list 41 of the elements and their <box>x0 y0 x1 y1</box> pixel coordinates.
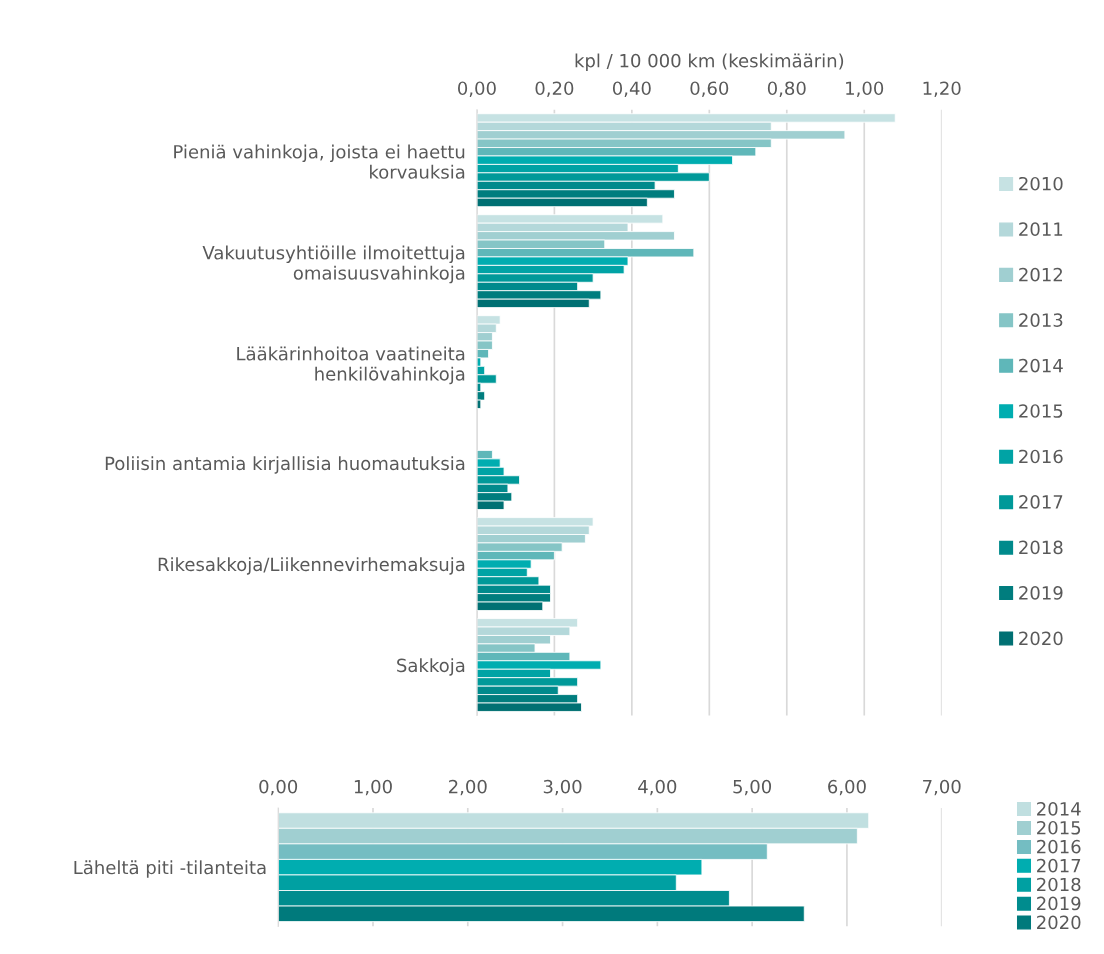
legend-label: 2013 <box>1019 313 1063 327</box>
legend-label: 2017 <box>1037 858 1081 873</box>
x-tick-label: 1,20 <box>923 81 961 97</box>
legend-label: 2014 <box>1019 358 1063 373</box>
legend-label: 2015 <box>1019 404 1063 418</box>
x-tick-label: 0,80 <box>767 81 806 97</box>
y-tick-label: Pieniä vahinkoja, joista ei haettu korvauksia <box>174 144 465 179</box>
y-tick-label: Vakuutusyhtiöille ilmoitettuja omaisuusvahinkoja <box>202 245 465 284</box>
x-tick-label: 0,00 <box>458 81 496 97</box>
legend-label: 2016 <box>1037 839 1081 854</box>
y-tick-label: Läheltä piti -tilanteita <box>74 860 266 878</box>
x-axis-title: kpl / 10 000 km (keskimäärin) <box>575 53 844 71</box>
x-tick-label: 3,00 <box>543 779 582 796</box>
x-tick-label: 1,00 <box>354 779 392 796</box>
legend-label: 2020 <box>1037 915 1081 930</box>
legend-label: 2015 <box>1037 820 1081 835</box>
y-tick-label: Rikesakkoja/Liikennevirhemaksuja <box>158 557 465 575</box>
x-tick-label: 0,60 <box>690 81 729 97</box>
legend-label: 2019 <box>1019 586 1063 600</box>
legend-label: 2014 <box>1037 802 1081 816</box>
legend-label: 2010 <box>1019 176 1063 191</box>
y-tick-label: Sakkoja <box>397 658 465 676</box>
y-tick-label: Lääkärinhoitoa vaatineita henkilövahinkoja <box>237 346 465 385</box>
x-tick-label: 4,00 <box>638 779 677 796</box>
legend-label: 2018 <box>1019 540 1063 555</box>
legend-label: 2020 <box>1019 631 1063 646</box>
legend-label: 2016 <box>1019 449 1063 464</box>
x-tick-label: 5,00 <box>733 779 772 796</box>
x-tick-label: 0,00 <box>259 779 298 796</box>
legend-label: 2018 <box>1037 877 1081 892</box>
x-tick-label: 0,20 <box>535 81 574 97</box>
legend-label: 2012 <box>1019 267 1062 282</box>
x-tick-label: 1,00 <box>846 81 884 97</box>
legend-label: 2011 <box>1019 222 1063 236</box>
y-tick-label: Poliisin antamia kirjallisia huomautuksia <box>105 456 465 474</box>
legend-label: 2019 <box>1037 896 1081 911</box>
x-tick-label: 0,40 <box>612 81 651 97</box>
x-tick-label: 2,00 <box>449 779 487 796</box>
legend-label: 2017 <box>1019 495 1063 509</box>
x-tick-label: 6,00 <box>828 779 866 796</box>
x-tick-label: 7,00 <box>923 779 961 796</box>
